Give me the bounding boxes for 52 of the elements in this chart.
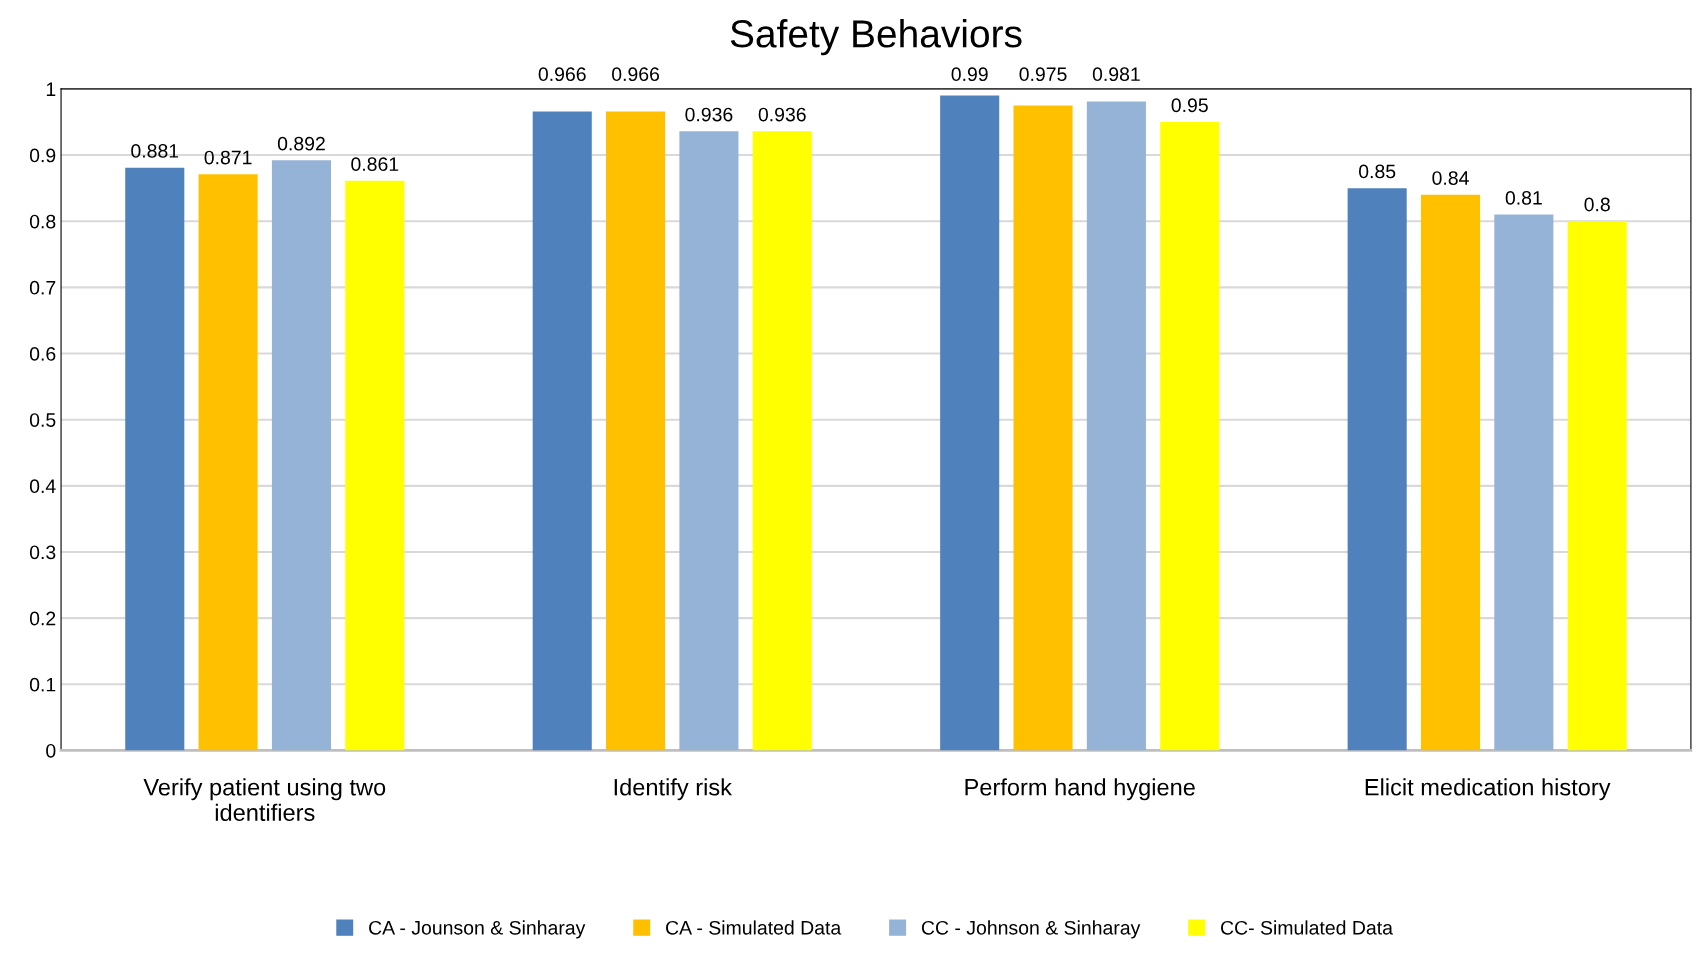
- data-label: 0.81: [1505, 190, 1542, 205]
- bar: [752, 131, 812, 751]
- y-tick-label: 0.6: [29, 347, 56, 361]
- legend-label: CC - Johnson & Sinharay: [921, 920, 1141, 939]
- bar: [198, 174, 258, 751]
- data-label: 0.975: [1019, 67, 1067, 82]
- y-tick-label: 1: [46, 82, 56, 96]
- data-label: 0.861: [351, 157, 399, 172]
- data-label: 0.966: [612, 67, 660, 82]
- legend-label: CC- Simulated Data: [1221, 920, 1393, 935]
- data-label: 0.966: [538, 67, 586, 82]
- bar: [532, 111, 592, 751]
- y-tick-label: 0.3: [29, 545, 56, 560]
- x-tick-label: Identify risk: [614, 778, 732, 801]
- y-tick-label: 0.5: [29, 413, 56, 427]
- data-label: 0.85: [1359, 164, 1396, 179]
- data-label: 0.892: [277, 136, 325, 151]
- y-tick-label: 0.1: [29, 677, 56, 692]
- bar: [1013, 105, 1073, 751]
- x-tick-label: Verify patient using two identifiers: [143, 778, 386, 822]
- data-label: 0.8: [1584, 197, 1610, 212]
- x-tick-label: Elicit medication history: [1365, 778, 1611, 801]
- bar: [345, 180, 405, 751]
- data-label: 0.881: [131, 144, 179, 158]
- data-label: 0.95: [1171, 98, 1208, 113]
- data-label: 0.936: [685, 107, 733, 122]
- bar: [1494, 214, 1554, 751]
- bar: [679, 131, 739, 751]
- bar: [1086, 101, 1146, 751]
- data-label: 0.981: [1092, 67, 1140, 82]
- legend-label: CA - Jounson & Sinharay: [369, 920, 586, 939]
- legend-label: CA - Simulated Data: [666, 920, 842, 935]
- bar: [940, 95, 1000, 751]
- y-tick-label: 0.9: [29, 148, 56, 163]
- x-tick-label: Perform hand hygiene: [965, 778, 1195, 801]
- y-tick-label: 0: [46, 743, 56, 758]
- data-label: 0.936: [758, 107, 806, 122]
- bar: [1567, 221, 1627, 751]
- bar: [1347, 188, 1407, 751]
- data-label: 0.871: [204, 150, 252, 165]
- bar: [1420, 194, 1481, 751]
- data-label: 0.99: [951, 67, 988, 82]
- data-label: 0.84: [1432, 171, 1469, 185]
- bar: [606, 111, 666, 751]
- bar: [1160, 121, 1220, 751]
- y-tick-label: 0.4: [29, 479, 56, 494]
- bar: [271, 160, 331, 751]
- y-tick-label: 0.7: [29, 280, 56, 295]
- bar: [125, 167, 185, 751]
- y-tick-label: 0.2: [29, 611, 56, 626]
- chart-title: Safety Behaviors: [730, 19, 1022, 56]
- y-tick-label: 0.8: [29, 214, 56, 229]
